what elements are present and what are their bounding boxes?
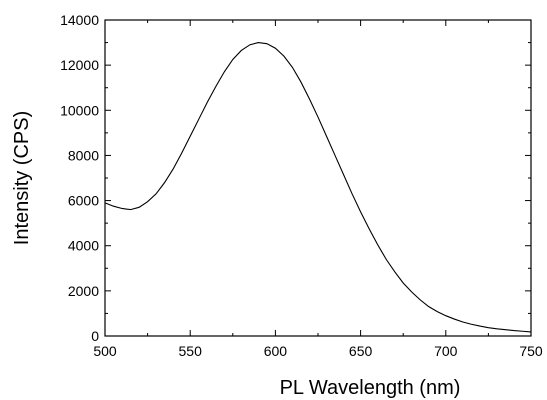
x-tick-labels: 500 550 600 650 700 750 <box>93 343 543 359</box>
plot-frame <box>104 19 532 337</box>
y-tick-label: 14000 <box>60 12 99 28</box>
axis-ticks <box>104 19 532 337</box>
y-tick-label: 12000 <box>60 57 99 73</box>
y-tick-label: 0 <box>91 328 99 344</box>
y-tick-label: 10000 <box>60 102 99 118</box>
y-tick-label: 8000 <box>68 147 99 163</box>
x-tick-label: 750 <box>519 343 543 359</box>
y-tick-label: 2000 <box>68 283 99 299</box>
x-axis-title: PL Wavelength (nm) <box>280 377 461 399</box>
y-tick-label: 4000 <box>68 238 99 254</box>
series-line <box>104 42 532 333</box>
x-tick-label: 650 <box>349 343 373 359</box>
x-tick-label: 700 <box>434 343 458 359</box>
x-tick-label: 500 <box>93 343 117 359</box>
y-tick-label: 6000 <box>68 193 99 209</box>
x-tick-label: 550 <box>179 343 203 359</box>
x-tick-label: 600 <box>264 343 288 359</box>
y-tick-labels: 0 2000 4000 6000 8000 10000 12000 14000 <box>60 12 99 344</box>
y-axis-title: Intensity (CPS) <box>11 111 33 245</box>
